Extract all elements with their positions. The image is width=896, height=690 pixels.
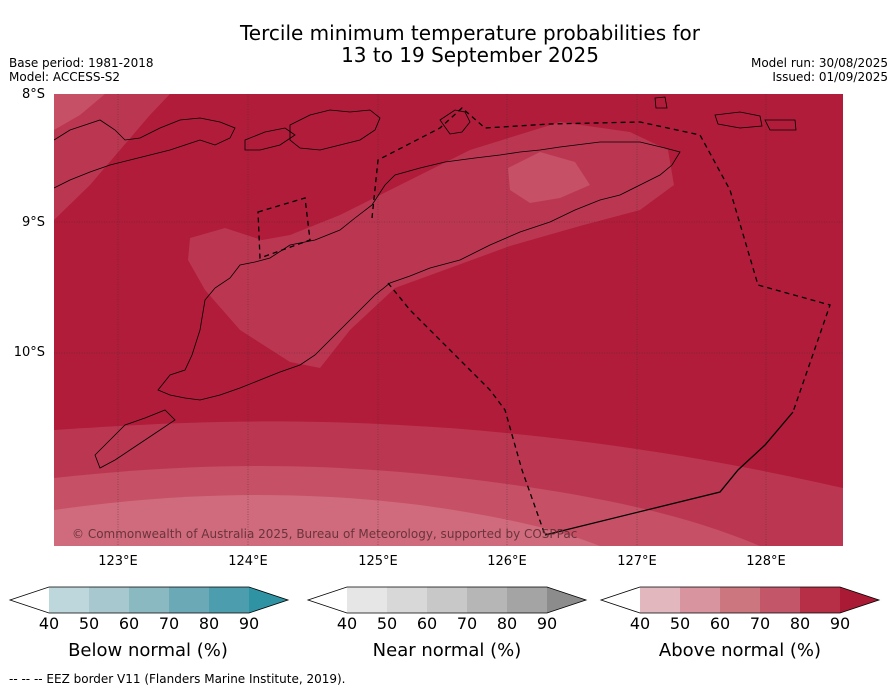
above-arrow-right [840,587,879,613]
lon-label-127e: 127°E [617,554,657,569]
below-tick-70: 70 [158,614,180,633]
lat-label-10s: 10°S [13,345,45,360]
near-tick-70: 70 [456,614,478,633]
above-tick-80: 80 [789,614,811,633]
below-arrow-right [249,587,288,613]
below-tick-50: 50 [78,614,100,633]
near-tick-60: 60 [416,614,438,633]
eez-footnote: -- -- -- EEZ border V11 (Flanders Marine… [9,672,346,686]
model-name: Model: ACCESS-S2 [9,70,121,84]
above-arrow-left [601,587,640,613]
shading-60-south [54,494,600,546]
near-bin-80-90 [507,587,547,613]
lat-label-8s: 8°S [21,87,45,102]
wetar-coastline [289,109,381,151]
below-bin-50-60 [89,587,129,613]
near-tick-90: 90 [536,614,558,633]
below-bin-60-70 [129,587,169,613]
near-bin-40-50 [347,587,387,613]
below-arrow-left [10,587,49,613]
above-normal-title: Above normal (%) [658,640,822,661]
colorbar-above-normal [599,586,881,614]
below-normal-title: Below normal (%) [68,640,228,661]
graticule [54,94,843,546]
above-tick-50: 50 [669,614,691,633]
above-bin-70-80 [760,587,800,613]
above-tick-60: 60 [709,614,731,633]
colorbar-near-normal [306,586,588,614]
near-bin-60-70 [427,587,467,613]
lon-label-128e: 128°E [746,554,786,569]
near-tick-80: 80 [496,614,518,633]
lon-label-125e: 125°E [358,554,398,569]
maritime-boundary-solid [544,411,794,536]
below-bin-80-90 [209,587,249,613]
above-tick-90: 90 [829,614,851,633]
timor-coastline [157,141,681,401]
lon-label-123e: 123°E [98,554,138,569]
below-bin-70-80 [169,587,209,613]
coastlines [54,96,797,469]
near-bin-50-60 [387,587,427,613]
shading-70-timor-east [508,152,590,203]
near-arrow-left [308,587,347,613]
below-bin-40-50 [49,587,89,613]
above-bin-80-90 [800,587,840,613]
below-tick-80: 80 [198,614,220,633]
lat-label-9s: 9°S [21,215,45,230]
rote-sawu-coastline [94,409,176,469]
issued-date: Issued: 01/09/2025 [772,70,888,84]
small-islands-north [244,96,797,151]
above-bin-40-50 [640,587,680,613]
base-period: Base period: 1981-2018 [9,56,154,70]
below-tick-60: 60 [118,614,140,633]
below-tick-40: 40 [38,614,60,633]
near-arrow-right [547,587,586,613]
near-tick-50: 50 [376,614,398,633]
model-run: Model run: 30/08/2025 [750,56,888,70]
copyright-notice: © Commonwealth of Australia 2025, Bureau… [72,527,578,541]
chart-title-line1: Tercile minimum temperature probabilitie… [239,21,701,45]
shading-70-southwest [54,94,105,130]
lon-label-124e: 124°E [228,554,268,569]
chart-title-line2: 13 to 19 September 2025 [341,43,599,67]
above-bin-50-60 [680,587,720,613]
above-tick-70: 70 [749,614,771,633]
near-bin-70-80 [467,587,507,613]
colorbar-below-normal [8,586,290,614]
eez-border [257,107,831,536]
near-tick-40: 40 [336,614,358,633]
below-tick-90: 90 [238,614,260,633]
lon-label-126e: 126°E [487,554,527,569]
above-tick-40: 40 [629,614,651,633]
above-bin-60-70 [720,587,760,613]
flores-alor-coastline [54,117,236,189]
near-normal-title: Near normal (%) [372,640,522,661]
